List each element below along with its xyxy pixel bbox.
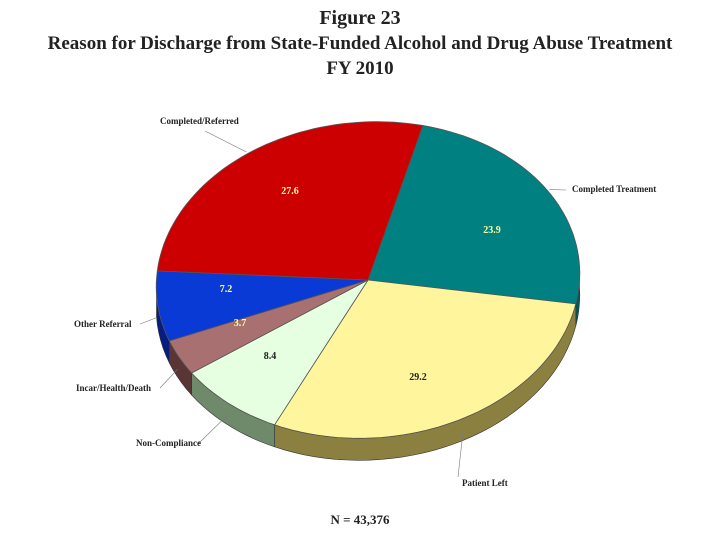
value-completed-treatment: 23.9 bbox=[483, 225, 501, 236]
value-other-referral: 7.2 bbox=[220, 284, 233, 295]
value-incar-health-death: 3.7 bbox=[234, 318, 247, 329]
chart-heading: Reason for Discharge from State-Funded A… bbox=[47, 33, 673, 54]
slice-incar-health-death bbox=[168, 279, 369, 374]
slice-patient-left bbox=[273, 279, 577, 439]
label-completed-treatment: Completed Treatment bbox=[572, 184, 656, 194]
fiscal-year: FY 2010 bbox=[326, 58, 394, 79]
slice-completed-treatment bbox=[367, 125, 581, 305]
leader-incar-health-death bbox=[159, 369, 178, 389]
value-patient-left: 29.2 bbox=[409, 372, 427, 383]
label-non-compliance: Non-Compliance bbox=[136, 438, 201, 448]
value-completed-referred: 27.6 bbox=[281, 186, 299, 197]
chart-title: Figure 23 Reason for Discharge from Stat… bbox=[0, 6, 720, 81]
pie-labels: Completed Treatment 23.9 Patient Left 29.2 N… bbox=[74, 116, 656, 488]
slice-non-compliance bbox=[190, 278, 370, 426]
leader-other-referral bbox=[139, 317, 157, 325]
label-completed-referred: Completed/Referred bbox=[160, 116, 239, 126]
leader-patient-left bbox=[457, 431, 464, 478]
figure-number: Figure 23 bbox=[319, 7, 401, 29]
slice-other-referral bbox=[155, 270, 369, 342]
value-non-compliance: 8.4 bbox=[264, 351, 277, 362]
label-incar-health-death: Incar/Health/Death bbox=[76, 383, 151, 393]
pie-slices bbox=[155, 121, 581, 439]
leader-non-compliance bbox=[197, 415, 228, 445]
slice-completed-referred bbox=[156, 121, 424, 281]
label-patient-left: Patient Left bbox=[462, 478, 508, 488]
leader-completed-referred bbox=[204, 130, 247, 153]
label-other-referral: Other Referral bbox=[74, 319, 132, 329]
sample-size-note: N = 43,376 bbox=[330, 512, 390, 527]
